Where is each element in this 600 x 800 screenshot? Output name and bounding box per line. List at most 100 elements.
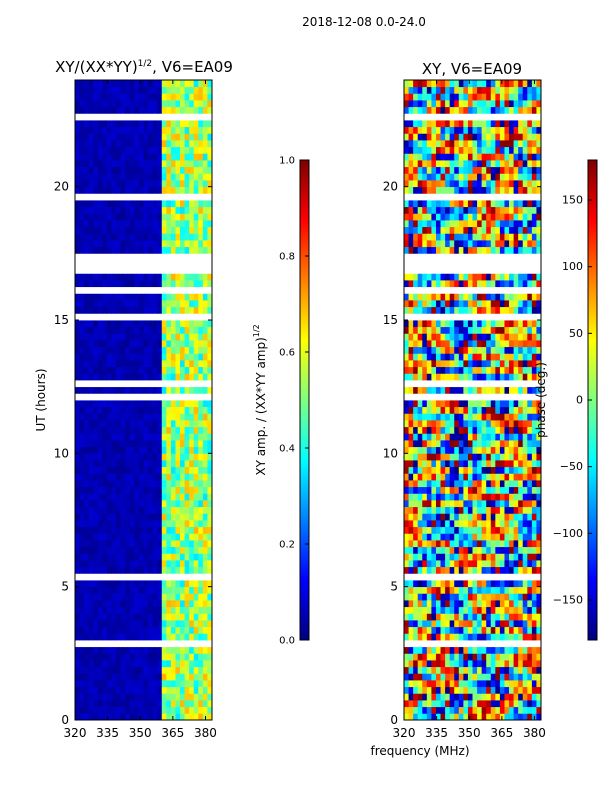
amplitude-cell: [180, 593, 185, 601]
amplitude-cell: [175, 566, 181, 574]
phase-cell: [463, 293, 469, 301]
phase-cell: [518, 506, 524, 514]
phase-cell: [435, 393, 441, 401]
amplitude-cell: [152, 406, 158, 414]
amplitude-cell: [184, 533, 190, 541]
phase-cell: [404, 673, 409, 681]
amplitude-cell: [170, 673, 176, 681]
amplitude-cell: [111, 320, 117, 328]
phase-cell: [531, 600, 537, 608]
amplitude-cell: [134, 660, 140, 668]
amplitude-cell: [79, 506, 85, 514]
phase-cell: [472, 533, 478, 541]
phase-cell: [504, 466, 510, 474]
amplitude-cell: [157, 353, 163, 361]
amplitude-cell: [143, 646, 149, 654]
amplitude-cell: [202, 540, 208, 548]
amplitude-cell: [102, 413, 108, 421]
amplitude-cell: [116, 193, 122, 201]
amplitude-cell: [202, 680, 208, 688]
amplitude-cell: [75, 86, 80, 94]
phase-cell: [440, 506, 446, 514]
amplitude-cell: [106, 446, 112, 454]
phase-cell: [518, 586, 524, 594]
amplitude-cell: [129, 133, 135, 141]
amplitude-cell: [79, 166, 85, 174]
phase-cell: [454, 533, 460, 541]
amplitude-cell: [148, 606, 154, 614]
phase-cell: [454, 673, 460, 681]
amplitude-cell: [129, 126, 135, 134]
amplitude-cell: [120, 613, 126, 621]
amplitude-cell: [75, 333, 80, 341]
phase-cell: [449, 353, 455, 361]
phase-cell: [413, 580, 419, 588]
amplitude-cell: [120, 686, 126, 694]
amplitude-cell: [134, 86, 140, 94]
phase-cell: [404, 480, 409, 488]
phase-cell: [422, 286, 428, 294]
amplitude-cell: [148, 393, 154, 401]
amplitude-cell: [134, 426, 140, 434]
amplitude-cell: [125, 380, 131, 388]
phase-cell: [404, 660, 409, 668]
amplitude-cell: [175, 533, 181, 541]
amplitude-cell: [120, 380, 126, 388]
phase-cell: [454, 280, 460, 288]
phase-cell: [422, 273, 428, 281]
amplitude-cell: [184, 453, 190, 461]
amplitude-cell: [129, 240, 135, 248]
amplitude-cell: [84, 160, 90, 168]
phase-cell: [440, 413, 446, 421]
phase-cell: [426, 420, 432, 428]
amplitude-cell: [97, 553, 103, 561]
amplitude-cell: [166, 286, 172, 294]
amplitude-cell: [79, 673, 85, 681]
phase-cell: [522, 513, 528, 521]
phase-cell: [527, 306, 533, 314]
amplitude-cell: [111, 586, 117, 594]
phase-cell: [499, 680, 505, 688]
phase-cell: [463, 360, 469, 368]
amplitude-cell: [138, 266, 144, 274]
amplitude-cell: [116, 706, 122, 714]
amplitude-cell: [93, 513, 99, 521]
phase-cell: [513, 546, 519, 554]
phase-cell: [458, 533, 464, 541]
phase-cell: [490, 313, 496, 321]
phase-cell: [495, 633, 501, 641]
phase-cell: [422, 406, 428, 414]
phase-cell: [495, 460, 501, 468]
amplitude-cell: [157, 293, 163, 301]
amplitude-cell: [111, 293, 117, 301]
amplitude-cell: [198, 446, 204, 454]
amplitude-cell: [75, 246, 80, 254]
phase-cell: [481, 406, 487, 414]
amplitude-cell: [93, 353, 99, 361]
phase-cell: [509, 666, 514, 674]
phase-cell: [463, 280, 469, 288]
phase-cell: [490, 453, 496, 461]
phase-cell: [504, 566, 510, 574]
phase-cell: [467, 453, 473, 461]
amplitude-cell: [193, 186, 199, 194]
phase-cell: [518, 540, 524, 548]
phase-cell: [408, 586, 414, 594]
phase-cell: [513, 473, 519, 481]
amplitude-cell: [148, 366, 154, 374]
phase-cell: [531, 493, 537, 501]
phase-cell: [422, 633, 428, 641]
amplitude-cell: [207, 253, 213, 261]
phase-cell: [536, 666, 542, 674]
amplitude-cell: [84, 333, 90, 341]
amplitude-cell: [84, 260, 90, 268]
amplitude-cell: [198, 580, 204, 588]
amplitude-cell: [106, 320, 112, 328]
phase-cell: [486, 520, 492, 528]
amplitude-cell: [102, 280, 108, 288]
amplitude-cell: [88, 546, 94, 554]
phase-cell: [426, 446, 432, 454]
amplitude-cell: [106, 93, 112, 101]
amplitude-cell: [189, 586, 195, 594]
amplitude-cell: [143, 446, 149, 454]
